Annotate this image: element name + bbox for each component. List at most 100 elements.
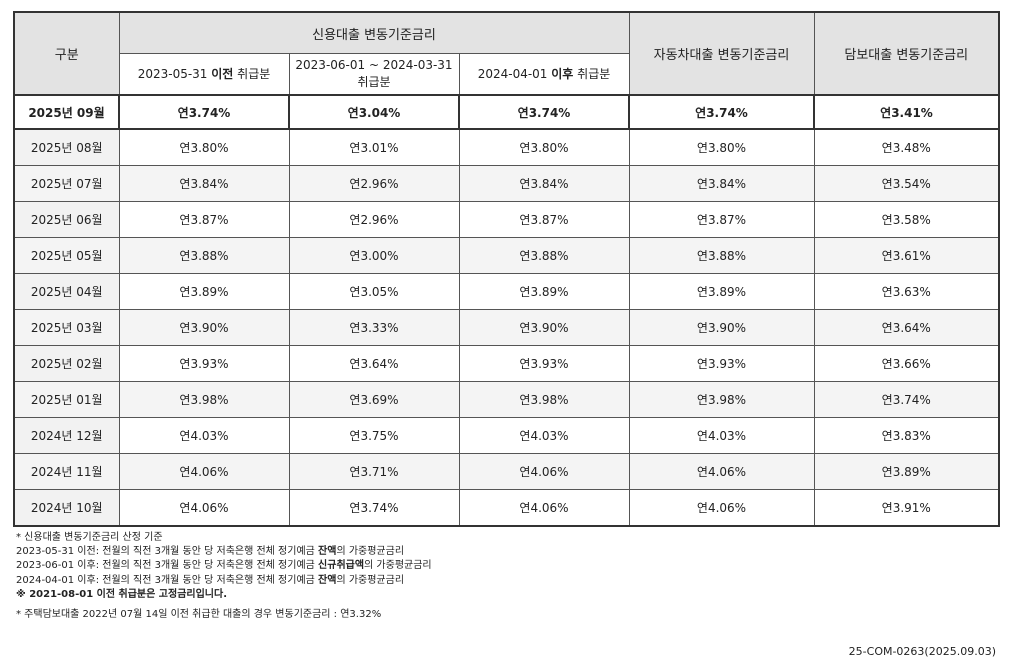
rate-credit-1: 연3.90%: [118, 309, 290, 346]
rate-credit-1: 연3.80%: [118, 128, 290, 166]
notes-fixed-rate: ※ 2021-08-01 이전 취급분은 고정금리입니다.: [16, 588, 228, 600]
rate-credit-3: 연4.06%: [458, 453, 630, 490]
header-credit-group: 신용대출 변동기준금리: [118, 11, 630, 54]
notes-line-1: 2023-05-31 이전: 전월의 직전 3개월 동안 당 저축은행 전체 정…: [16, 546, 405, 558]
rate-auto: 연3.90%: [628, 309, 815, 346]
rate-mortgage: 연3.66%: [813, 345, 1000, 382]
rate-auto: 연4.06%: [628, 453, 815, 490]
rate-credit-2: 연3.75%: [288, 417, 460, 454]
rate-credit-3: 연3.87%: [458, 201, 630, 238]
table-row-current: 2025년 09월 연3.74% 연3.04% 연3.74% 연3.74% 연3…: [13, 94, 1000, 130]
rate-credit-1: 연3.74%: [118, 94, 290, 130]
row-month: 2025년 01월: [13, 381, 120, 418]
rate-credit-3: 연4.03%: [458, 417, 630, 454]
rate-credit-2: 연3.05%: [288, 273, 460, 310]
rate-credit-1: 연3.93%: [118, 345, 290, 382]
rate-credit-2: 연3.74%: [288, 489, 460, 527]
rate-auto: 연3.89%: [628, 273, 815, 310]
rate-credit-3: 연3.90%: [458, 309, 630, 346]
rate-credit-3: 연3.89%: [458, 273, 630, 310]
rate-auto: 연3.84%: [628, 165, 815, 202]
table-row: 2025년 04월 연3.89% 연3.05% 연3.89% 연3.89% 연3.63%: [13, 273, 1000, 310]
rate-mortgage: 연3.74%: [813, 381, 1000, 418]
table-row: 2025년 03월 연3.90% 연3.33% 연3.90% 연3.90% 연3.64%: [13, 309, 1000, 346]
rate-credit-1: 연3.87%: [118, 201, 290, 238]
row-month: 2024년 12월: [13, 417, 120, 454]
table-row: 2025년 08월 연3.80% 연3.01% 연3.80% 연3.80% 연3.48%: [13, 128, 1000, 166]
header-category: 구분: [13, 11, 120, 96]
rate-credit-3: 연3.88%: [458, 237, 630, 274]
row-month: 2025년 02월: [13, 345, 120, 382]
row-month: 2025년 08월: [13, 128, 120, 166]
header-credit-sub-3: 2024-04-01 이후 취급분: [458, 53, 630, 96]
row-month: 2025년 06월: [13, 201, 120, 238]
rate-credit-1: 연3.98%: [118, 381, 290, 418]
rate-mortgage: 연3.89%: [813, 453, 1000, 490]
notes: * 신용대출 변동기준금리 산정 기준 2023-05-31 이전: 전월의 직…: [16, 531, 432, 622]
rate-credit-3: 연4.06%: [458, 489, 630, 527]
rate-credit-2: 연2.96%: [288, 201, 460, 238]
header-mortgage-loan: 담보대출 변동기준금리: [813, 11, 1000, 96]
rate-credit-1: 연3.88%: [118, 237, 290, 274]
rate-credit-1: 연3.89%: [118, 273, 290, 310]
row-month: 2025년 05월: [13, 237, 120, 274]
rate-credit-2: 연3.00%: [288, 237, 460, 274]
rate-mortgage: 연3.48%: [813, 128, 1000, 166]
row-month: 2025년 09월: [13, 94, 120, 130]
base-rate-table: 구분 신용대출 변동기준금리 자동차대출 변동기준금리 담보대출 변동기준금리 …: [13, 11, 1000, 527]
rate-credit-1: 연4.03%: [118, 417, 290, 454]
rate-auto: 연3.80%: [628, 128, 815, 166]
rate-credit-1: 연4.06%: [118, 489, 290, 527]
header-credit-sub-2: 2023-06-01 ~ 2024-03-31 취급분: [288, 53, 460, 96]
document-number: 25-COM-0263(2025.09.03): [848, 645, 996, 658]
notes-mortgage: * 주택담보대출 2022년 07월 14일 이전 취급한 대출의 경우 변동기…: [16, 609, 382, 621]
rate-auto: 연3.74%: [628, 94, 815, 130]
table-row: 2024년 12월 연4.03% 연3.75% 연4.03% 연4.03% 연3.83%: [13, 417, 1000, 454]
rate-credit-2: 연3.04%: [288, 94, 460, 130]
table-row: 2024년 10월 연4.06% 연3.74% 연4.06% 연4.06% 연3.91%: [13, 489, 1000, 527]
notes-line-3: 2024-04-01 이후: 전월의 직전 3개월 동안 당 저축은행 전체 정…: [16, 574, 405, 586]
rate-auto: 연4.06%: [628, 489, 815, 527]
rate-credit-2: 연2.96%: [288, 165, 460, 202]
header-credit-sub-1: 2023-05-31 이전 취급분: [118, 53, 290, 96]
rate-credit-1: 연3.84%: [118, 165, 290, 202]
rate-mortgage: 연3.41%: [813, 94, 1000, 130]
rate-auto: 연4.03%: [628, 417, 815, 454]
rate-auto: 연3.87%: [628, 201, 815, 238]
rate-credit-2: 연3.64%: [288, 345, 460, 382]
rate-credit-3: 연3.84%: [458, 165, 630, 202]
table-row: 2025년 06월 연3.87% 연2.96% 연3.87% 연3.87% 연3.58%: [13, 201, 1000, 238]
rate-mortgage: 연3.54%: [813, 165, 1000, 202]
rate-credit-2: 연3.01%: [288, 128, 460, 166]
row-month: 2025년 03월: [13, 309, 120, 346]
table-row: 2025년 01월 연3.98% 연3.69% 연3.98% 연3.98% 연3.74%: [13, 381, 1000, 418]
rate-credit-2: 연3.71%: [288, 453, 460, 490]
rate-auto: 연3.93%: [628, 345, 815, 382]
rate-credit-3: 연3.74%: [458, 94, 630, 130]
rate-credit-3: 연3.80%: [458, 128, 630, 166]
rate-credit-1: 연4.06%: [118, 453, 290, 490]
notes-title: * 신용대출 변동기준금리 산정 기준: [16, 532, 163, 543]
rate-mortgage: 연3.58%: [813, 201, 1000, 238]
row-month: 2024년 10월: [13, 489, 120, 527]
row-month: 2025년 07월: [13, 165, 120, 202]
table-row: 2024년 11월 연4.06% 연3.71% 연4.06% 연4.06% 연3.89%: [13, 453, 1000, 490]
rate-auto: 연3.98%: [628, 381, 815, 418]
rate-mortgage: 연3.83%: [813, 417, 1000, 454]
rate-credit-2: 연3.69%: [288, 381, 460, 418]
row-month: 2024년 11월: [13, 453, 120, 490]
table-row: 2025년 05월 연3.88% 연3.00% 연3.88% 연3.88% 연3.61%: [13, 237, 1000, 274]
row-month: 2025년 04월: [13, 273, 120, 310]
rate-credit-3: 연3.93%: [458, 345, 630, 382]
rate-mortgage: 연3.63%: [813, 273, 1000, 310]
rate-mortgage: 연3.64%: [813, 309, 1000, 346]
rate-auto: 연3.88%: [628, 237, 815, 274]
table-row: 2025년 02월 연3.93% 연3.64% 연3.93% 연3.93% 연3.66%: [13, 345, 1000, 382]
table-row: 2025년 07월 연3.84% 연2.96% 연3.84% 연3.84% 연3.54%: [13, 165, 1000, 202]
rate-credit-2: 연3.33%: [288, 309, 460, 346]
notes-line-2: 2023-06-01 이후: 전월의 직전 3개월 동안 당 저축은행 전체 정…: [16, 560, 432, 572]
rate-mortgage: 연3.61%: [813, 237, 1000, 274]
header-auto-loan: 자동차대출 변동기준금리: [628, 11, 815, 96]
rate-credit-3: 연3.98%: [458, 381, 630, 418]
rate-mortgage: 연3.91%: [813, 489, 1000, 527]
